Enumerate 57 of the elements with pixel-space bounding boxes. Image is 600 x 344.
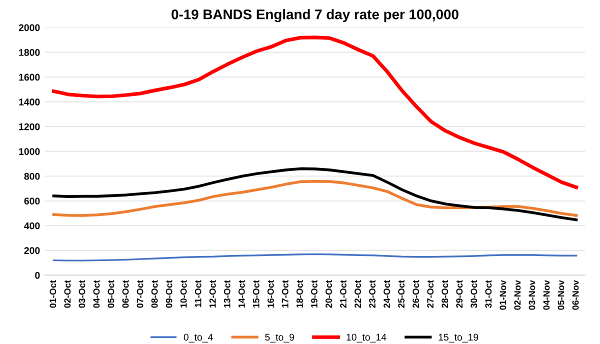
x-tick-label: 20-Oct <box>326 280 332 308</box>
x-tick-label: 12-Oct <box>209 280 216 308</box>
x-tick-label: 05-Nov <box>558 280 564 310</box>
x-tick-label: 28-Oct <box>442 280 448 308</box>
x-tick-label: 06-Nov <box>572 280 579 310</box>
y-tick-label: 1000 <box>19 148 40 155</box>
x-tick-label: 30-Oct <box>470 280 478 308</box>
y-tick-label: 0 <box>35 272 40 279</box>
y-tick-label: 1400 <box>19 98 40 106</box>
x-tick-label: 01-Nov <box>500 280 506 310</box>
chart-title: 0-19 BANDS England 7 day rate per 100,000 <box>172 9 458 22</box>
x-tick-label: 05-Oct <box>108 280 114 308</box>
x-tick-label: 25-Oct <box>398 280 405 308</box>
x-tick-label: 26-Oct <box>412 280 420 308</box>
x-tick-label: 22-Oct <box>354 280 361 308</box>
x-tick-label: 10-Oct <box>180 280 187 308</box>
x-tick-label: 15-Oct <box>252 280 260 308</box>
x-tick-label: 07-Oct <box>136 280 144 308</box>
y-tick-label: 2000 <box>18 24 40 32</box>
legend-label: 0_to_4 <box>184 334 213 342</box>
y-tick-label: 1800 <box>19 49 40 56</box>
x-tick-label: 27-Oct <box>427 280 434 308</box>
line-series <box>52 253 578 262</box>
x-tick-label: 11-Oct <box>194 280 202 308</box>
legend-label: 5_to_9 <box>265 334 294 342</box>
y-tick-label: 400 <box>24 222 40 230</box>
x-tick-label: 09-Oct <box>166 280 172 308</box>
x-tick-label: 13-Oct <box>224 280 230 308</box>
x-tick-label: 04-Nov <box>543 280 550 310</box>
legend-label: 10_to_14 <box>346 334 386 342</box>
y-tick-label: 200 <box>24 247 40 254</box>
x-tick-label: 19-Oct <box>311 280 318 308</box>
x-tick-label: 08-Oct <box>151 280 158 308</box>
x-tick-label: 02-Nov <box>514 280 521 310</box>
x-tick-label: 04-Oct <box>93 280 100 308</box>
x-tick-label: 16-Oct <box>267 280 274 308</box>
x-tick-label: 18-Oct <box>296 280 303 308</box>
x-tick-label: 02-Oct <box>64 280 71 308</box>
x-tick-label: 06-Oct <box>122 280 129 308</box>
x-tick-label: 14-Oct <box>238 280 245 308</box>
x-tick-label: 21-Oct <box>340 280 346 308</box>
line-series <box>52 36 578 190</box>
x-tick-label: 24-Oct <box>384 280 390 308</box>
line-series <box>52 167 578 222</box>
y-tick-label: 1600 <box>19 74 40 81</box>
x-tick-label: 31-Oct <box>485 280 492 308</box>
x-tick-label: 23-Oct <box>369 280 376 308</box>
line-series <box>52 180 578 217</box>
x-tick-label: 01-Oct <box>50 280 56 308</box>
y-tick-label: 800 <box>24 172 40 180</box>
y-tick-label: 1200 <box>19 123 40 130</box>
x-tick-label: 03-Nov <box>528 280 536 310</box>
x-tick-label: 17-Oct <box>282 280 288 308</box>
x-tick-label: 03-Oct <box>78 280 86 308</box>
y-tick-label: 600 <box>24 198 40 205</box>
x-tick-label: 29-Oct <box>456 280 463 308</box>
legend-label: 15_to_19 <box>438 334 478 342</box>
